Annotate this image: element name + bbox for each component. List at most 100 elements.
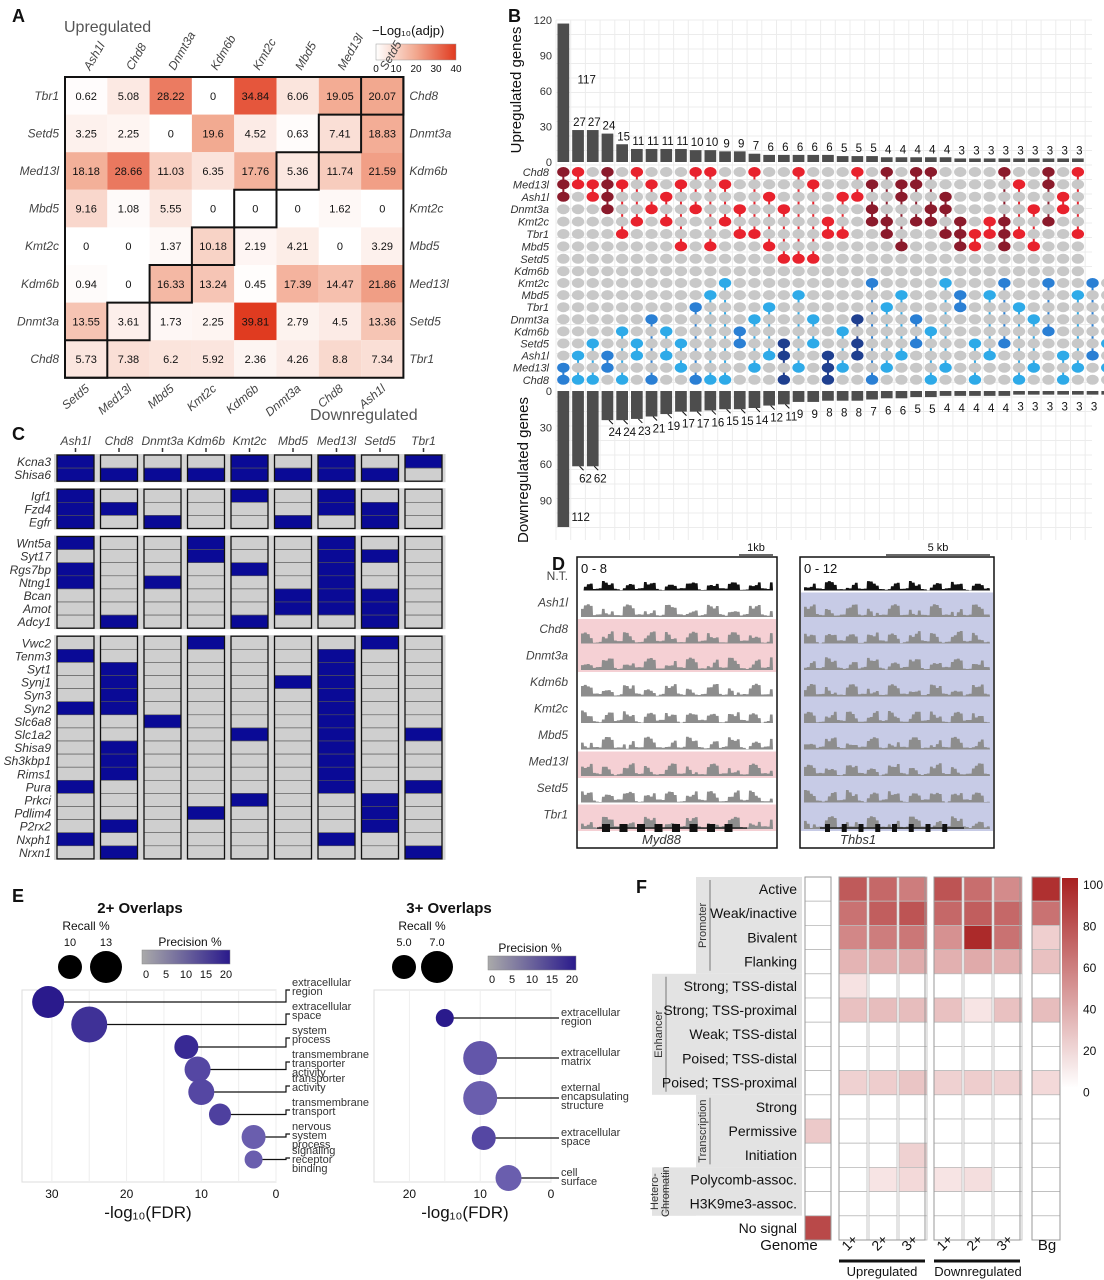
f-cell [838,925,868,951]
down-dot [1027,374,1040,385]
f-cell [1031,1118,1061,1144]
up-dot [645,179,658,190]
heatmap-cell-down [149,302,192,341]
c-cell [404,454,443,469]
down-dot [571,314,585,325]
heatmap-value-down: 0 [252,204,258,216]
d-track-label: Mbd5 [538,728,568,742]
up-dot [968,204,982,215]
down-dot [939,326,952,337]
f-cell [1031,900,1061,926]
heatmap-cell-down [361,265,404,303]
down-dot [895,362,908,373]
c-cell [100,488,138,503]
c-column-box [230,635,269,860]
down-dot [718,326,732,337]
c-cell [361,819,399,833]
d-signal [581,631,773,644]
heatmap-cell-up [191,152,235,190]
right-row-label: Med13l [409,277,449,291]
e-term-label: surface [561,1176,597,1188]
down-bar-leader [579,465,584,471]
down-dot [998,302,1011,313]
e-term-label: encapsulating [561,1091,629,1103]
down-dot [895,338,908,349]
heatmap-value-down: 1.73 [160,316,181,328]
up-bar-label: 6 [826,142,832,154]
up-dot [954,167,967,177]
heatmap-value-up: 11.03 [157,166,184,178]
down-bar [895,391,908,399]
up-dot [601,241,614,252]
c-cell [274,714,312,729]
f-cell [804,1094,832,1120]
down-dot [689,326,702,337]
down-bar-leader [667,413,673,419]
up-dot [630,167,644,177]
down-dot [689,290,702,301]
up-dot [1027,216,1040,227]
up-dot [615,191,629,202]
down-dot [733,374,746,385]
down-dot [601,350,614,361]
e-term-label: receptor [292,1154,333,1166]
up-bar-label: 4 [914,144,921,156]
c-cell [274,575,312,590]
c-cell [274,635,312,650]
down-dot [689,374,702,385]
up-dot [968,179,982,190]
e-leader [201,1085,290,1093]
f-cell [963,997,993,1023]
down-dot [792,302,805,313]
e-recall-circle [90,951,122,983]
c-cell [187,701,225,716]
up-dot [1042,253,1055,264]
heatmap-value-up: 19.6 [202,128,223,140]
c-cell [143,536,182,550]
bottom-col-label: Med13l [95,381,134,417]
up-dot [836,216,849,227]
c-cell [56,832,95,847]
down-dot [807,338,820,349]
up-dot [909,229,923,239]
f-cell [1031,1142,1061,1168]
up-dot [909,179,923,190]
c-column-box [360,454,400,482]
c-cell [274,662,312,676]
down-dot [571,374,585,385]
f-cell [963,1191,993,1217]
e-term-label: system [292,1130,327,1142]
e-leader [253,1133,290,1138]
down-dot [895,326,908,337]
up-dot [586,167,599,177]
heatmap-cell-down [361,302,404,341]
c-cell [317,753,356,768]
c-gene-label: Amot [22,602,52,616]
up-bar-label: 15 [617,131,630,143]
down-dot [718,314,732,325]
c-cell [274,819,312,833]
up-dot [880,204,893,215]
f-row-label: No signal [739,1220,797,1236]
up-dot [895,191,908,202]
up-dot [718,167,732,177]
up-dot [968,253,982,264]
down-dot [557,362,570,373]
c-cell [361,536,399,550]
down-dot [1086,290,1099,301]
d-signal [804,736,990,750]
down-dot [924,350,938,361]
right-row-label: Mbd5 [409,239,439,253]
up-bar-label: 6 [782,142,788,154]
c-cell [274,688,312,702]
down-dot [777,326,791,337]
heatmap-value-down: 6.2 [163,354,178,366]
down-dot [1042,374,1055,385]
up-dot [660,253,673,264]
e-precision-tick: 15 [546,974,558,986]
panel-letter-f: F [636,877,647,897]
down-bar-leader [652,416,658,421]
down-dot [895,302,908,313]
f-cell [868,1191,898,1217]
down-dot [762,302,776,313]
